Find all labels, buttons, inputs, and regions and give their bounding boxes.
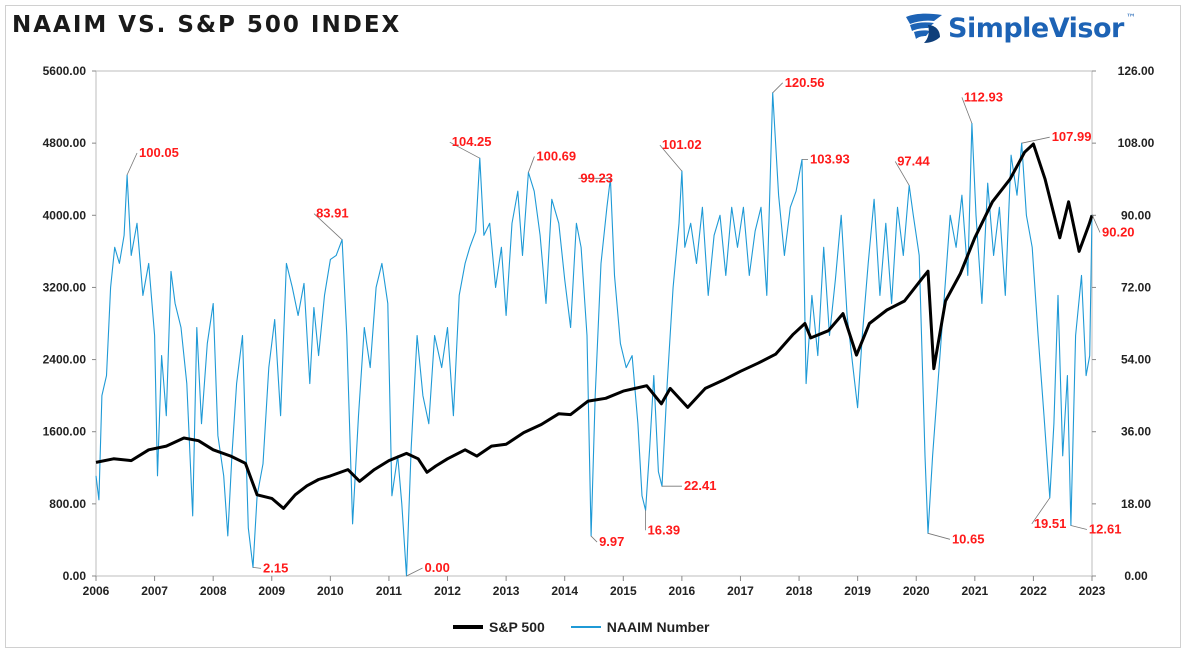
annotation-label: 101.02 — [662, 137, 702, 152]
y-right-tick-label: 54.00 — [1121, 353, 1151, 367]
annotation-label: 12.61 — [1089, 521, 1122, 536]
annotation-label: 83.91 — [316, 206, 349, 221]
annotations-group: 100.05 83.91 2.15 0.00 104.25 100.69 99.23 9.97… — [126, 75, 1135, 577]
y-left-tick-label: 2400.00 — [43, 353, 87, 367]
annotation-leader — [1031, 497, 1051, 525]
annotation-label: 100.69 — [536, 148, 576, 163]
y-right-tick-label: 18.00 — [1121, 497, 1151, 511]
y-right-tick-label: 0.00 — [1124, 569, 1148, 583]
brand-trademark: ™ — [1125, 12, 1136, 24]
annotation-label: 104.25 — [452, 134, 492, 149]
x-tick-label: 2015 — [610, 584, 637, 598]
x-tick-label: 2006 — [83, 584, 110, 598]
annotation-label: 120.56 — [785, 75, 825, 90]
annotation-leader — [528, 156, 535, 173]
sp500-series-group — [95, 142, 1094, 510]
y-left-tick-label: 4000.00 — [43, 208, 87, 222]
x-tick-label: 2021 — [961, 584, 988, 598]
y-right-tick-label: 126.00 — [1118, 64, 1155, 78]
y-right-tick-label: 72.00 — [1121, 280, 1151, 294]
x-tick-label: 2016 — [669, 584, 696, 598]
legend-swatch-naaim — [570, 626, 601, 628]
annotation-leader — [961, 97, 973, 124]
annotation-label: 99.23 — [580, 170, 613, 185]
y-left-tick-label: 3200.00 — [43, 280, 87, 294]
y-right-tick-label: 108.00 — [1118, 136, 1155, 150]
legend-label-naaim: NAAIM Number — [606, 619, 710, 635]
annotation-leader — [313, 213, 343, 240]
annotation-label: 0.00 — [425, 560, 450, 575]
x-tick-label: 2014 — [551, 584, 578, 598]
annotation-label: 16.39 — [648, 522, 681, 537]
naaim-series-group — [95, 92, 1093, 577]
axes-group: 2006 2007 2008 2009 2010 2011 2012 2013 2014 2015… — [43, 64, 1155, 598]
x-tick-label: 2013 — [493, 584, 520, 598]
annotation-label: 112.93 — [964, 89, 1003, 104]
annotation-leader — [927, 532, 951, 540]
annotation-leader — [894, 161, 910, 186]
annotation-label: 103.93 — [810, 151, 850, 166]
annotation-leader — [659, 144, 683, 172]
annotation-label: 107.99 — [1052, 129, 1092, 144]
plot-border — [95, 70, 1093, 577]
annotation-leader — [772, 82, 783, 94]
annotation-leader — [126, 152, 138, 176]
y-left-tick-label: 5600.00 — [43, 64, 87, 78]
annotation-leader — [1070, 525, 1088, 530]
annotation-label: 97.44 — [897, 153, 930, 168]
legend-swatch-sp500 — [453, 625, 483, 629]
x-tick-label: 2008 — [200, 584, 227, 598]
legend: S&P 500 NAAIM Number — [453, 619, 709, 635]
annotation-label: 2.15 — [263, 560, 288, 575]
chart-frame — [5, 5, 1181, 648]
y-right-tick-label: 90.00 — [1121, 208, 1151, 222]
y-left-tick-label: 4800.00 — [43, 136, 87, 150]
annotation-label: 9.97 — [599, 534, 624, 549]
annotation-label: 10.65 — [952, 531, 985, 546]
annotation-label: 90.20 — [1102, 224, 1135, 239]
y-left-tick-label: 800.00 — [49, 497, 86, 511]
x-tick-label: 2019 — [844, 584, 871, 598]
x-tick-label: 2017 — [727, 584, 754, 598]
annotation-leader — [449, 141, 480, 159]
y-left-tick-label: 0.00 — [63, 569, 87, 583]
x-tick-label: 2009 — [258, 584, 285, 598]
x-tick-label: 2018 — [786, 584, 813, 598]
annotation-label: 22.41 — [684, 478, 717, 493]
x-tick-label: 2011 — [376, 584, 402, 598]
x-tick-label: 2012 — [434, 584, 461, 598]
legend-item-sp500: S&P 500 — [453, 619, 545, 635]
annotation-label: 100.05 — [139, 145, 179, 160]
annotation-leader — [252, 566, 262, 569]
annotation-leader — [406, 567, 423, 577]
naaim-series-line — [95, 92, 1093, 577]
annotation-leader — [590, 535, 598, 543]
brand-name: SimpleVisor — [948, 12, 1124, 44]
eagle-logo-icon — [906, 13, 942, 43]
legend-item-naaim: NAAIM Number — [570, 619, 710, 635]
legend-label-sp500: S&P 500 — [489, 619, 545, 635]
x-tick-label: 2022 — [1020, 584, 1047, 598]
x-tick-label: 2020 — [903, 584, 930, 598]
annotation-leader — [1021, 136, 1050, 144]
x-tick-label: 2023 — [1079, 584, 1106, 598]
x-tick-label: 2007 — [141, 584, 168, 598]
sp500-series-line — [95, 142, 1094, 510]
chart-title: NAAIM VS. S&P 500 INDEX — [12, 12, 402, 38]
annotation-label: 19.51 — [1034, 516, 1067, 531]
y-right-tick-label: 36.00 — [1121, 425, 1151, 439]
y-left-tick-label: 1600.00 — [43, 425, 87, 439]
x-tick-label: 2010 — [317, 584, 344, 598]
brand-logo: SimpleVisor ™ — [904, 10, 1136, 46]
annotation-leader — [1091, 214, 1101, 233]
